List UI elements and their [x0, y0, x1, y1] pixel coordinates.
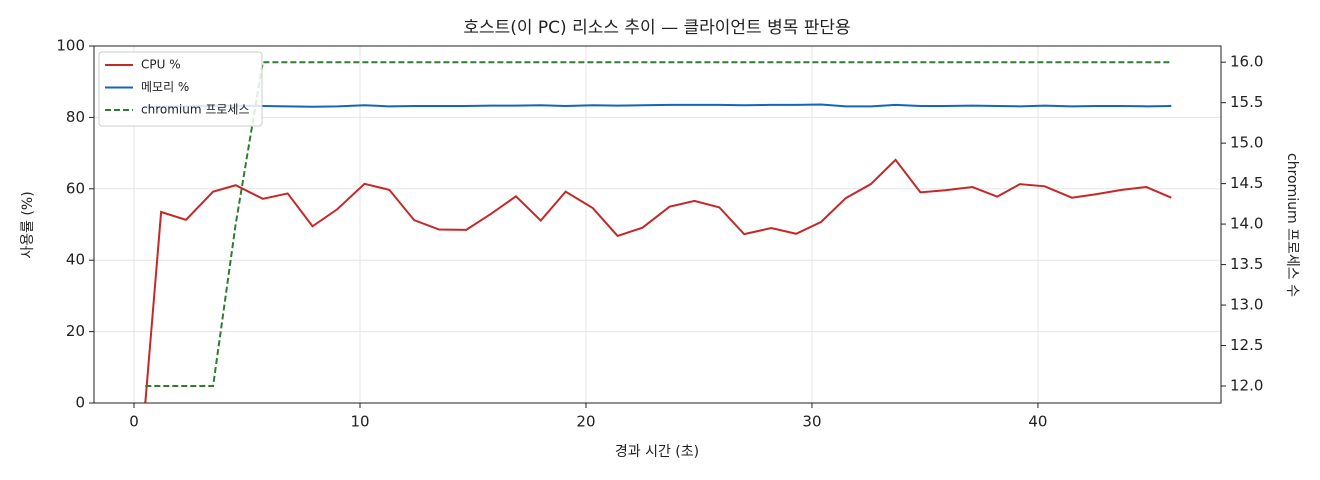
- legend-box: [98, 51, 263, 127]
- legend-label: 메모리 %: [141, 80, 189, 94]
- x-tick-label: 0: [129, 413, 139, 431]
- legend: CPU % 메모리 % chromium 프로세스: [98, 51, 263, 127]
- y-tick-label: 60: [66, 179, 85, 197]
- x-tick-label: 40: [1028, 413, 1047, 431]
- y-tick-label: 0: [75, 394, 85, 412]
- legend-label: CPU %: [141, 58, 181, 72]
- y2-tick-label: 14.5: [1230, 174, 1263, 192]
- y2-tick-label: 15.5: [1230, 93, 1263, 111]
- legend-label: chromium 프로세스: [141, 103, 250, 117]
- chart-title: 호스트(이 PC) 리소스 추이 — 클라이언트 병목 판단용: [463, 18, 850, 38]
- x-tick-label: 10: [350, 413, 369, 431]
- y2-tick-label: 15.0: [1230, 134, 1263, 152]
- y2-tick-label: 13.5: [1230, 255, 1263, 273]
- series-line: [145, 103, 1172, 109]
- x-tick-label: 20: [576, 413, 595, 431]
- x-tick-label: 30: [802, 413, 821, 431]
- y-tick-label: 20: [66, 322, 85, 340]
- y-tick-label: 100: [56, 37, 85, 55]
- plot-frame: [93, 45, 1222, 404]
- y-axis-label: 사용률 (%): [20, 191, 36, 258]
- series-line: [144, 158, 1172, 403]
- y2-tick-label: 14.0: [1230, 215, 1263, 233]
- y2-tick-label: 13.0: [1230, 296, 1263, 314]
- y2-tick-label: 12.5: [1230, 336, 1263, 354]
- y2-tick-label: 16.0: [1230, 53, 1263, 71]
- y-tick-label: 80: [66, 108, 85, 126]
- x-axis-label: 경과 시간 (초): [615, 444, 699, 460]
- y2-tick-label: 12.0: [1230, 377, 1263, 395]
- series-line: [145, 61, 1172, 387]
- y2-axis-label: chromium 프로세스 수: [1284, 153, 1300, 297]
- y-tick-label: 40: [66, 251, 85, 269]
